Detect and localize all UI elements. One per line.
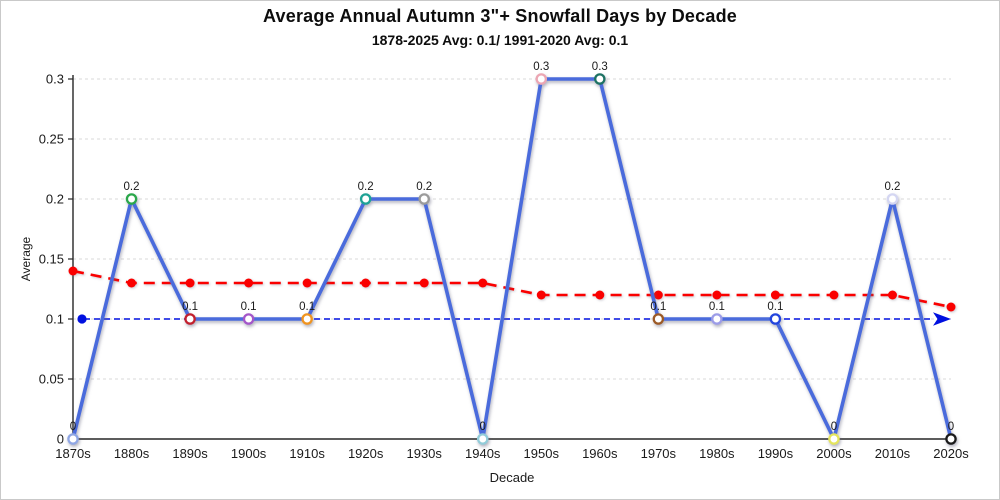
y-tick-label: 0.15: [39, 252, 64, 267]
trend-line: [68, 266, 956, 312]
trend-dot: [887, 290, 897, 300]
y-tick-label: 0: [57, 432, 64, 447]
x-tick-label: 1970s: [641, 446, 677, 461]
mean-arrow-head-icon: [933, 312, 951, 326]
y-tick-label: 0.05: [39, 372, 64, 387]
data-point-marker: [535, 73, 548, 85]
data-point-label: 0.1: [650, 301, 666, 313]
data-point-label: 0.2: [124, 181, 140, 193]
axes: [72, 75, 951, 440]
data-point-marker: [242, 313, 255, 325]
trend-dot: [653, 290, 663, 300]
x-tick-label: 1900s: [231, 446, 267, 461]
trend-dot: [361, 278, 371, 288]
data-point-label: 0.2: [884, 181, 900, 193]
data-point-label: 0: [70, 421, 76, 433]
data-point-label: 0: [831, 421, 837, 433]
x-tick-label: 1880s: [114, 446, 150, 461]
data-point-label: 0.2: [358, 181, 374, 193]
trend-dot: [536, 290, 546, 300]
data-point-label: 0.3: [533, 61, 549, 73]
x-tick-label: 1980s: [699, 446, 735, 461]
data-point-marker: [769, 313, 782, 325]
trend-dot: [946, 302, 956, 312]
trend-dashed-path: [72, 269, 952, 309]
data-point-label: 0.1: [241, 301, 257, 313]
x-tick-label: 2020s: [933, 446, 969, 461]
trend-dot: [68, 266, 78, 276]
data-point-marker: [301, 313, 313, 325]
y-gridlines: [73, 78, 951, 380]
data-point-marker: [828, 433, 840, 445]
data-point-marker: [125, 193, 138, 205]
trend-dot: [419, 278, 429, 288]
data-point-label: 0.1: [182, 301, 198, 313]
data-point-marker: [711, 313, 723, 325]
main-series-path: [71, 77, 953, 441]
data-point-marker: [886, 193, 899, 205]
x-tick-label: 1890s: [172, 446, 208, 461]
y-axis-title: Average: [19, 236, 33, 281]
data-point-marker: [184, 313, 196, 325]
y-tick-label: 0.3: [46, 72, 64, 87]
data-point-marker: [418, 193, 430, 205]
data-point-marker: [67, 433, 79, 445]
trend-dot: [244, 278, 254, 288]
chart-subtitle: 1878-2025 Avg: 0.1/ 1991-2020 Avg: 0.1: [371, 32, 629, 48]
mean-start-dot: [77, 314, 87, 324]
trend-dot: [595, 290, 605, 300]
x-tick-label: 1940s: [465, 446, 501, 461]
data-point-label: 0: [948, 421, 954, 433]
y-axis-ticks: 0 0.05 0.1 0.15 0.2 0.25 0.3: [39, 72, 73, 447]
trend-dot: [478, 278, 488, 288]
trend-dot: [185, 278, 195, 288]
x-tick-label: 1910s: [289, 446, 325, 461]
x-tick-label: 1990s: [758, 446, 794, 461]
data-point-label: 0.3: [592, 61, 608, 73]
data-point-label: 0.1: [299, 301, 315, 313]
data-point-marker: [945, 433, 957, 445]
trend-dot: [829, 290, 839, 300]
trend-dot: [712, 290, 722, 300]
data-point-marker: [652, 313, 665, 325]
y-tick-label: 0.2: [46, 192, 64, 207]
x-tick-label: 2010s: [875, 446, 911, 461]
data-point-label: 0.1: [767, 301, 783, 313]
trend-dot: [127, 278, 137, 288]
data-point-marker: [359, 193, 372, 205]
data-point-label: 0: [480, 421, 486, 433]
trend-dot: [770, 290, 780, 300]
x-tick-label: 1930s: [406, 446, 442, 461]
data-point-label: 0.1: [709, 301, 725, 313]
y-tick-label: 0.1: [46, 312, 64, 327]
main-series: [67, 73, 957, 445]
data-point-label: 0.2: [416, 181, 432, 193]
x-tick-label: 2000s: [816, 446, 852, 461]
x-tick-label: 1950s: [524, 446, 560, 461]
x-tick-label: 1920s: [348, 446, 384, 461]
data-point-marker: [594, 73, 606, 85]
x-tick-label: 1960s: [582, 446, 618, 461]
chart-title: Average Annual Autumn 3"+ Snowfall Days …: [263, 6, 737, 26]
trend-dot: [302, 278, 312, 288]
x-tick-label: 1870s: [55, 446, 91, 461]
x-axis-title: Decade: [490, 470, 535, 485]
x-axis-labels: 1870s 1880s 1890s 1900s 1910s 1920s 1930s 1940s…: [55, 446, 969, 461]
data-point-marker: [476, 433, 489, 445]
data-labels: 0 0.2 0.1 0.1 0.1 0.2 0.2 0 0.3 0.3 0.1 0.1 0.1 0 0.2 0: [70, 61, 954, 433]
y-tick-label: 0.25: [39, 132, 64, 147]
